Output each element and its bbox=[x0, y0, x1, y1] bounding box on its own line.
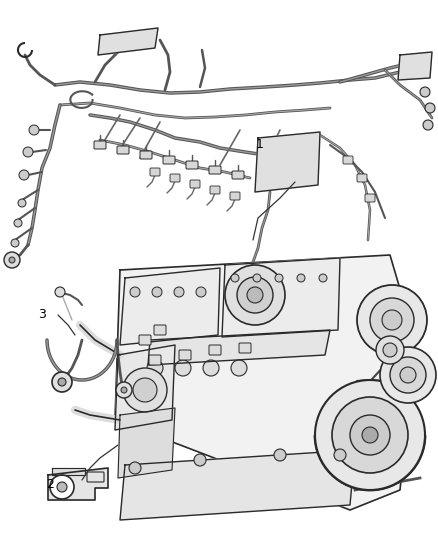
Polygon shape bbox=[148, 330, 330, 365]
Polygon shape bbox=[52, 468, 85, 475]
Circle shape bbox=[231, 360, 247, 376]
FancyBboxPatch shape bbox=[139, 335, 151, 345]
FancyBboxPatch shape bbox=[186, 161, 198, 169]
Circle shape bbox=[57, 482, 67, 492]
Circle shape bbox=[196, 287, 206, 297]
Circle shape bbox=[297, 274, 305, 282]
Circle shape bbox=[370, 298, 414, 342]
Circle shape bbox=[18, 199, 26, 207]
Circle shape bbox=[121, 387, 127, 393]
Circle shape bbox=[130, 287, 140, 297]
Circle shape bbox=[319, 274, 327, 282]
Circle shape bbox=[194, 454, 206, 466]
Circle shape bbox=[152, 287, 162, 297]
Circle shape bbox=[225, 265, 285, 325]
Polygon shape bbox=[398, 52, 432, 80]
Circle shape bbox=[174, 287, 184, 297]
Circle shape bbox=[400, 367, 416, 383]
Polygon shape bbox=[115, 255, 415, 510]
FancyBboxPatch shape bbox=[230, 192, 240, 200]
Circle shape bbox=[133, 378, 157, 402]
Polygon shape bbox=[120, 450, 355, 520]
Text: 3: 3 bbox=[38, 309, 46, 321]
FancyBboxPatch shape bbox=[239, 343, 251, 353]
Circle shape bbox=[50, 475, 74, 499]
Circle shape bbox=[58, 378, 66, 386]
Polygon shape bbox=[222, 258, 340, 337]
Polygon shape bbox=[118, 408, 175, 478]
FancyBboxPatch shape bbox=[190, 180, 200, 188]
Polygon shape bbox=[48, 468, 108, 500]
Circle shape bbox=[425, 103, 435, 113]
FancyBboxPatch shape bbox=[232, 171, 244, 179]
FancyBboxPatch shape bbox=[179, 350, 191, 360]
Circle shape bbox=[382, 310, 402, 330]
Text: 2: 2 bbox=[46, 478, 54, 490]
Text: 1: 1 bbox=[256, 139, 264, 151]
FancyBboxPatch shape bbox=[365, 194, 375, 202]
Circle shape bbox=[357, 285, 427, 355]
Polygon shape bbox=[255, 132, 320, 192]
FancyBboxPatch shape bbox=[94, 141, 106, 149]
Circle shape bbox=[175, 360, 191, 376]
Circle shape bbox=[275, 274, 283, 282]
Circle shape bbox=[423, 120, 433, 130]
FancyBboxPatch shape bbox=[170, 174, 180, 182]
Circle shape bbox=[203, 360, 219, 376]
Circle shape bbox=[247, 287, 263, 303]
Polygon shape bbox=[120, 268, 220, 345]
Circle shape bbox=[14, 219, 22, 227]
Circle shape bbox=[9, 257, 15, 263]
FancyBboxPatch shape bbox=[357, 174, 367, 182]
Circle shape bbox=[376, 336, 404, 364]
Circle shape bbox=[334, 449, 346, 461]
FancyBboxPatch shape bbox=[210, 186, 220, 194]
Circle shape bbox=[274, 449, 286, 461]
Circle shape bbox=[383, 343, 397, 357]
Polygon shape bbox=[98, 28, 158, 55]
Circle shape bbox=[332, 397, 408, 473]
FancyBboxPatch shape bbox=[140, 151, 152, 159]
Polygon shape bbox=[115, 345, 175, 430]
Circle shape bbox=[253, 274, 261, 282]
Circle shape bbox=[4, 252, 20, 268]
Circle shape bbox=[420, 87, 430, 97]
Circle shape bbox=[237, 277, 273, 313]
FancyBboxPatch shape bbox=[149, 355, 161, 365]
Circle shape bbox=[147, 360, 163, 376]
FancyBboxPatch shape bbox=[163, 156, 175, 164]
Circle shape bbox=[19, 170, 29, 180]
FancyBboxPatch shape bbox=[117, 146, 129, 154]
Circle shape bbox=[29, 125, 39, 135]
Circle shape bbox=[390, 357, 426, 393]
Circle shape bbox=[55, 287, 65, 297]
Circle shape bbox=[11, 239, 19, 247]
Circle shape bbox=[315, 380, 425, 490]
Circle shape bbox=[23, 147, 33, 157]
Circle shape bbox=[231, 274, 239, 282]
Circle shape bbox=[350, 415, 390, 455]
Circle shape bbox=[129, 462, 141, 474]
Circle shape bbox=[116, 382, 132, 398]
Circle shape bbox=[362, 427, 378, 443]
FancyBboxPatch shape bbox=[343, 156, 353, 164]
FancyBboxPatch shape bbox=[209, 345, 221, 355]
Circle shape bbox=[123, 368, 167, 412]
FancyBboxPatch shape bbox=[209, 166, 221, 174]
FancyBboxPatch shape bbox=[154, 325, 166, 335]
Circle shape bbox=[52, 372, 72, 392]
Circle shape bbox=[380, 347, 436, 403]
FancyBboxPatch shape bbox=[150, 168, 160, 176]
